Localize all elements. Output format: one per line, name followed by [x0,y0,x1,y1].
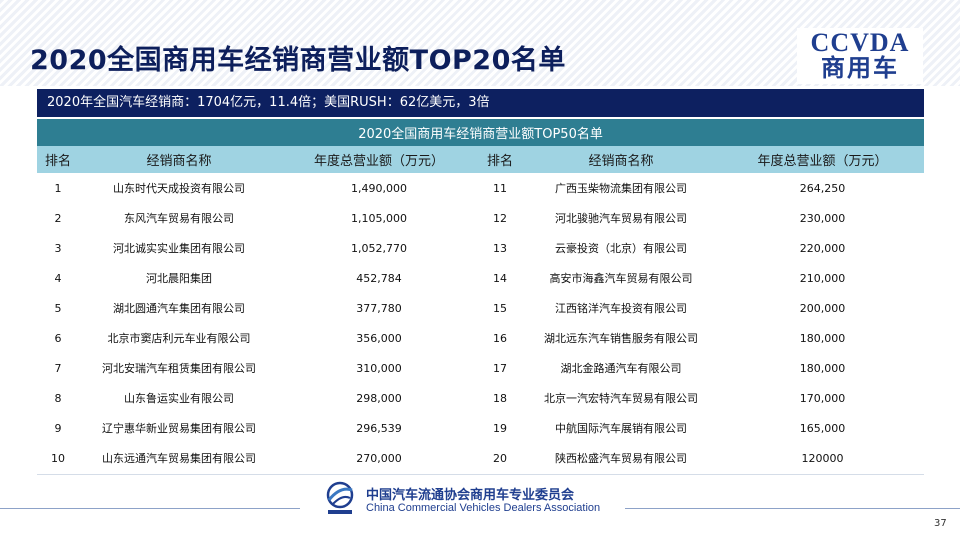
header-dealer-name-2: 经销商名称 [521,146,721,173]
dealer-table: 2020全国商用车经销商营业额TOP50名单 排名 经销商名称 年度总营业额（万… [37,119,925,473]
page-title: 2020全国商用车经销商营业额TOP20名单 [30,45,566,76]
rank-cell: 15 [493,301,507,315]
logo-top-text: CCVDA [810,28,910,57]
header-revenue-1: 年度总营业额（万元） [279,146,479,173]
rank-cell: 2 [37,203,79,233]
rank-cell: 5 [54,301,62,315]
revenue-cell: 180,000 [721,323,925,353]
revenue-cell: 1,052,770 [351,241,407,255]
revenue-cell: 230,000 [721,203,925,233]
rank-cell: 12 [479,203,521,233]
revenue-cell: 120000 [721,443,925,473]
rank-cell: 9 [54,421,62,435]
revenue-cell: 264,250 [799,181,846,195]
rank-cell: 16 [479,323,521,353]
dealer-name-cell: 山东时代天成投资有限公司 [113,182,245,195]
header-rank-1: 排名 [37,146,79,173]
table-row: 1 山东时代天成投资有限公司 1,490,000 11 广西玉柴物流集团有限公司 264,… [37,173,924,203]
table-row: 6 北京市窦店利元车业有限公司 356,000 16 湖北远东汽车销售服务有限公司 180… [37,323,925,353]
table-header-row: 排名 经销商名称 年度总营业额（万元） 排名 经销商名称 年度总营业额（万元） [37,146,925,173]
rank-cell: 4 [37,263,79,293]
table-row: 2 东风汽车贸易有限公司 1,105,000 12 河北骏驰汽车贸易有限公司 230,00… [37,203,925,233]
revenue-cell: 220,000 [799,241,846,255]
revenue-cell: 310,000 [356,361,402,375]
table-row: 10 山东远通汽车贸易集团有限公司 270,000 20 陕西松盛汽车贸易有限公司 120… [37,443,925,473]
revenue-cell: 210,000 [721,263,925,293]
rank-cell: 19 [493,421,507,435]
revenue-cell: 170,000 [721,383,925,413]
revenue-cell: 200,000 [799,301,846,315]
footer-org-name-en: China Commercial Vehicles Dealers Associ… [366,502,601,514]
table-row: 9 辽宁惠华新业贸易集团有限公司 296,539 19 中航国际汽车展销有限公司 165,… [37,413,924,443]
revenue-cell: 356,000 [279,323,479,353]
rank-cell: 6 [37,323,79,353]
table-row: 3 河北诚实实业集团有限公司 1,052,770 13 云豪投资（北京）有限公司 220,… [37,233,924,263]
revenue-cell: 296,539 [356,421,402,435]
dealer-name-cell: 湖北远东汽车销售服务有限公司 [521,323,721,353]
dealer-name-cell: 山东远通汽车贸易集团有限公司 [79,443,279,473]
footer-divider-right [625,508,960,509]
rank-cell: 20 [479,443,521,473]
dealer-name-cell: 河北骏驰汽车贸易有限公司 [521,203,721,233]
association-emblem-icon [326,481,354,514]
rank-cell: 14 [479,263,521,293]
revenue-cell: 377,780 [356,301,402,315]
revenue-cell: 1,105,000 [279,203,479,233]
header-dealer-name-1: 经销商名称 [79,146,279,173]
table-row: 8 山东鲁运实业有限公司 298,000 18 北京一汽宏特汽车贸易有限公司 170,00… [37,383,925,413]
dealer-name-cell: 河北安瑞汽车租赁集团有限公司 [102,362,256,375]
dealer-name-cell: 云豪投资（北京）有限公司 [555,242,687,255]
page-number: 37 [934,518,947,529]
dealer-name-cell: 湖北金路通汽车有限公司 [560,362,682,375]
rank-cell: 13 [493,241,507,255]
header-revenue-2: 年度总营业额（万元） [721,146,925,173]
dealer-name-cell: 辽宁惠华新业贸易集团有限公司 [102,422,256,435]
revenue-cell: 298,000 [279,383,479,413]
footer-org-name-cn: 中国汽车流通协会商用车专业委员会 [366,488,575,503]
dealer-name-cell: 河北诚实实业集团有限公司 [113,242,245,255]
logo-bottom-text: 商用车 [821,56,899,82]
dealer-name-cell: 中航国际汽车展销有限公司 [555,422,687,435]
revenue-cell: 270,000 [279,443,479,473]
dealer-name-cell: 东风汽车贸易有限公司 [79,203,279,233]
rank-cell: 7 [54,361,62,375]
dealer-name-cell: 高安市海鑫汽车贸易有限公司 [521,263,721,293]
summary-bar: 2020年全国汽车经销商：1704亿元，11.4倍；美国RUSH：62亿美元，3… [37,89,924,117]
dealer-name-cell: 北京一汽宏特汽车贸易有限公司 [521,383,721,413]
dealer-name-cell: 江西铭洋汽车投资有限公司 [555,302,687,315]
revenue-cell: 165,000 [799,421,846,435]
dealer-name-cell: 河北晨阳集团 [79,263,279,293]
table-bottom-divider [37,474,924,475]
revenue-cell: 180,000 [799,361,846,375]
table-row: 7 河北安瑞汽车租赁集团有限公司 310,000 17 湖北金路通汽车有限公司 180,0… [37,353,924,383]
header-rank-2: 排名 [479,146,521,173]
rank-cell: 18 [479,383,521,413]
table-row: 4 河北晨阳集团 452,784 14 高安市海鑫汽车贸易有限公司 210,000 [37,263,925,293]
dealer-name-cell: 北京市窦店利元车业有限公司 [79,323,279,353]
rank-cell: 10 [37,443,79,473]
table-caption: 2020全国商用车经销商营业额TOP50名单 [37,119,925,146]
rank-cell: 3 [54,241,62,255]
revenue-cell: 1,490,000 [351,181,407,195]
ccvda-logo: CCVDA 商用车 [797,28,923,84]
rank-cell: 8 [37,383,79,413]
dealer-name-cell: 广西玉柴物流集团有限公司 [555,182,687,195]
rank-cell: 11 [493,181,507,195]
revenue-cell: 452,784 [279,263,479,293]
dealer-name-cell: 湖北圆通汽车集团有限公司 [113,302,245,315]
dealer-name-cell: 陕西松盛汽车贸易有限公司 [521,443,721,473]
table-caption-row: 2020全国商用车经销商营业额TOP50名单 [37,119,925,146]
rank-cell: 17 [493,361,507,375]
footer-divider-left [0,508,300,509]
rank-cell: 1 [54,181,62,195]
table-row: 5 湖北圆通汽车集团有限公司 377,780 15 江西铭洋汽车投资有限公司 200,00… [37,293,924,323]
dealer-name-cell: 山东鲁运实业有限公司 [79,383,279,413]
